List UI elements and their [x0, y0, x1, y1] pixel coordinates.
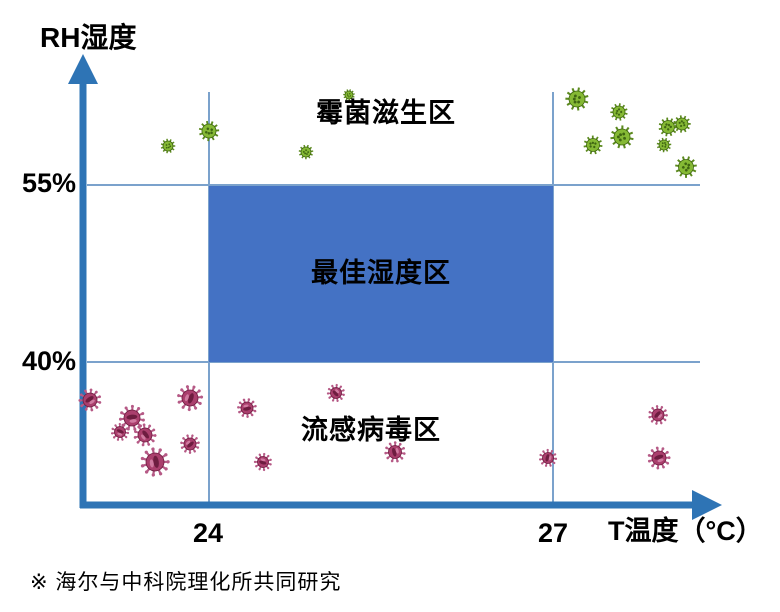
zone-label-optimal: 最佳湿度区: [311, 258, 451, 288]
zone-label-virus: 流感病毒区: [301, 415, 441, 445]
mold-spore-icon: [343, 89, 355, 101]
flu-virus-icon: [177, 385, 204, 412]
mold-spore-icon: [610, 125, 634, 149]
x-axis-title: T温度（°C）: [608, 516, 763, 546]
flu-virus-icon: [253, 452, 272, 472]
flu-virus-icon: [237, 398, 257, 418]
mold-spore-icon: [198, 120, 220, 142]
flu-virus-icon: [110, 422, 130, 441]
x-tick-24: 24: [192, 518, 224, 548]
x-tick-27: 27: [537, 518, 569, 548]
zone-label-mold: 霉菌滋生区: [316, 98, 456, 128]
flu-virus-icon: [140, 447, 170, 477]
mold-spore-icon: [583, 135, 603, 155]
mold-spore-icon: [656, 137, 672, 153]
x-axis-arrowhead-icon: [692, 490, 722, 520]
mold-spore-icon: [610, 103, 628, 121]
source-footnote: ※ 海尔与中科院理化所共同研究: [30, 571, 342, 594]
y-tick-55: 55%: [21, 168, 76, 198]
flu-virus-icon: [647, 446, 671, 470]
y-tick-40: 40%: [21, 346, 76, 376]
mold-spore-icon: [160, 138, 176, 154]
flu-virus-icon: [538, 448, 558, 467]
optimal-zone-rect: [209, 186, 553, 362]
axes: [68, 54, 722, 520]
flu-virus-icon: [118, 404, 145, 431]
y-axis-arrowhead-icon: [68, 54, 98, 84]
mold-spore-icon: [658, 117, 678, 137]
mold-spore-icon: [675, 156, 697, 178]
flu-virus-icon: [648, 405, 668, 425]
mold-spore-icon: [565, 87, 589, 111]
y-axis-title: RH湿度: [40, 22, 137, 53]
flu-virus-icon: [133, 423, 157, 447]
flu-virus-icon: [326, 383, 345, 402]
organism-icons: [78, 87, 697, 477]
mold-spore-icon: [673, 115, 691, 133]
mold-spore-icon: [298, 144, 314, 160]
flu-virus-icon: [180, 434, 200, 454]
flu-virus-icon: [78, 388, 102, 412]
flu-virus-icon: [384, 441, 406, 463]
